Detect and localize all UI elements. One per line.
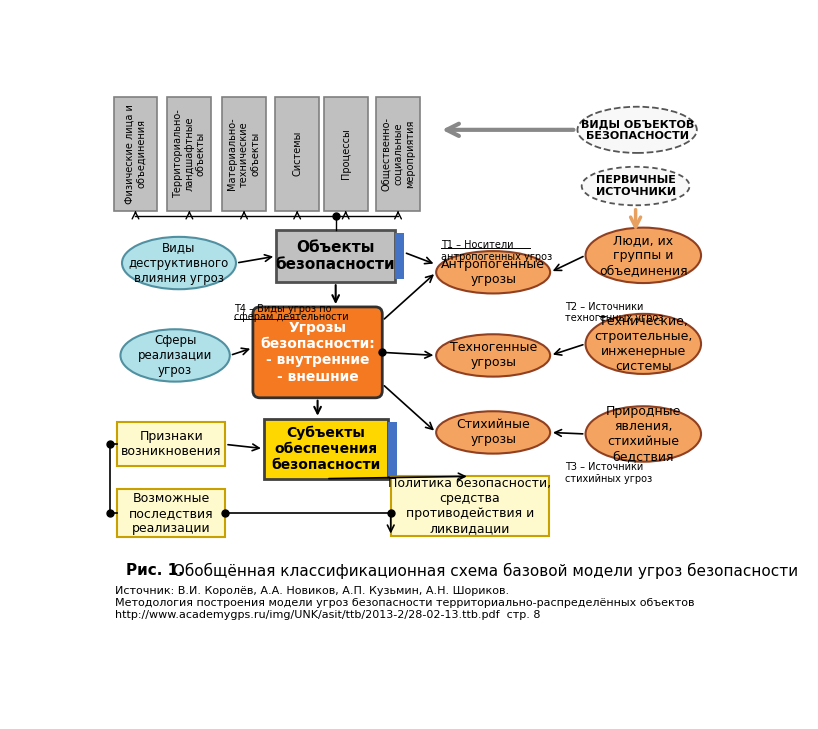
Text: Технические,
строительные,
инженерные
системы: Технические, строительные, инженерные си…	[594, 315, 693, 373]
Ellipse shape	[578, 106, 697, 153]
Ellipse shape	[582, 167, 690, 206]
Text: Общественно-
социальные
мероприятия: Общественно- социальные мероприятия	[381, 117, 415, 191]
Text: Природные
явления,
стихийные
бедствия: Природные явления, стихийные бедствия	[605, 405, 681, 463]
Text: Субъекты
обеспечения
безопасности: Субъекты обеспечения безопасности	[272, 425, 380, 472]
Text: Антропогенные
угрозы: Антропогенные угрозы	[441, 258, 545, 286]
FancyBboxPatch shape	[253, 307, 382, 398]
Bar	[114, 97, 157, 211]
Bar	[276, 230, 395, 282]
Text: Рис. 1.: Рис. 1.	[126, 564, 183, 578]
Text: сферам деятельности: сферам деятельности	[234, 312, 348, 322]
Bar	[389, 421, 397, 475]
Ellipse shape	[122, 237, 236, 289]
Ellipse shape	[436, 251, 551, 294]
Text: Угрозы
безопасности:
- внутренние
- внешние: Угрозы безопасности: - внутренние - внеш…	[260, 321, 375, 383]
Ellipse shape	[586, 227, 701, 283]
Ellipse shape	[586, 314, 701, 374]
Text: Техногенные
угрозы: Техногенные угрозы	[450, 341, 537, 370]
Text: Т4 – Виды угроз по: Т4 – Виды угроз по	[234, 304, 331, 314]
Bar	[168, 97, 211, 211]
Bar	[118, 489, 225, 537]
Ellipse shape	[586, 406, 701, 461]
Ellipse shape	[436, 411, 551, 453]
Bar	[395, 233, 404, 279]
Text: Физические лица и
объединения: Физические лица и объединения	[124, 104, 146, 203]
Text: Признаки
возникновения: Признаки возникновения	[121, 430, 222, 459]
Text: Политика безопасности,
средства
противодействия и
ликвидации: Политика безопасности, средства противод…	[388, 477, 551, 535]
Text: Сферы
реализации
угроз: Сферы реализации угроз	[138, 334, 213, 377]
Bar	[222, 97, 266, 211]
Text: Люди, их
группы и
объединения: Люди, их группы и объединения	[599, 234, 688, 277]
Text: Источник: В.И. Королёв, А.А. Новиков, А.П. Кузьмин, А.Н. Шориков.: Источник: В.И. Королёв, А.А. Новиков, А.…	[115, 586, 509, 596]
Text: Стихийные
угрозы: Стихийные угрозы	[456, 418, 530, 446]
Text: Объекты
безопасности: Объекты безопасности	[276, 240, 395, 273]
Text: http://www.academygps.ru/img/UNK/asit/ttb/2013-2/28-02-13.ttb.pdf  стр. 8: http://www.academygps.ru/img/UNK/asit/tt…	[115, 609, 541, 620]
Text: Т1 – Носители
антропогенных угроз: Т1 – Носители антропогенных угроз	[441, 240, 552, 262]
Text: Методология построения модели угроз безопасности территориально-распределённых о: Методология построения модели угроз безо…	[115, 598, 694, 608]
Text: Т3 – Источники
стихийных угроз: Т3 – Источники стихийных угроз	[564, 462, 652, 484]
Text: Материально-
технические
объекты: Материально- технические объекты	[227, 117, 261, 190]
Bar	[118, 422, 225, 467]
Text: Процессы: Процессы	[340, 128, 351, 179]
Text: Системы: Системы	[292, 131, 302, 176]
Ellipse shape	[120, 330, 230, 381]
Text: Территориально-
ландшафтные
объекты: Территориально- ландшафтные объекты	[173, 109, 206, 198]
Text: ВИДЫ ОБЪЕКТОВ
БЕЗОПАСНОСТИ: ВИДЫ ОБЪЕКТОВ БЕЗОПАСНОСТИ	[581, 119, 694, 141]
Text: Т2 – Источники
техногенных угроз: Т2 – Источники техногенных угроз	[564, 302, 663, 323]
Text: Возможные
последствия
реализации: Возможные последствия реализации	[129, 492, 213, 535]
Bar	[376, 97, 420, 211]
Text: ПЕРВИЧНЫЕ
ИСТОЧНИКИ: ПЕРВИЧНЫЕ ИСТОЧНИКИ	[596, 175, 676, 197]
Text: Обобщённая классификационная схема базовой модели угроз безопасности: Обобщённая классификационная схема базов…	[169, 564, 798, 580]
Text: Виды
деструктивного
влияния угроз: Виды деструктивного влияния угроз	[129, 241, 229, 284]
Bar	[324, 97, 367, 211]
Ellipse shape	[436, 335, 551, 377]
Bar	[263, 418, 389, 479]
Bar	[391, 476, 549, 537]
Bar	[275, 97, 319, 211]
